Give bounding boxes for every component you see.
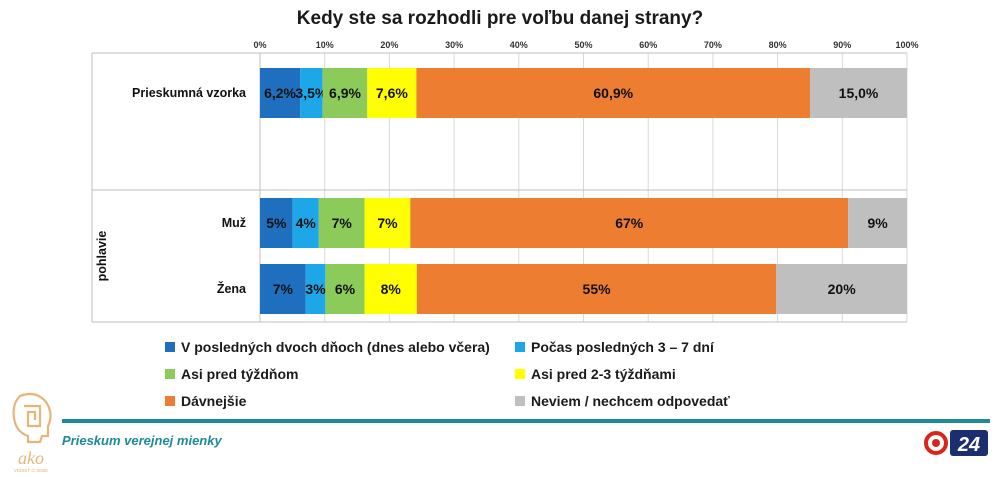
row-labels: pohlavie Prieskumná vzorka Muž Žena: [95, 86, 247, 296]
data-label: 4%: [296, 215, 317, 231]
category-label: Prieskumná vzorka: [132, 86, 247, 100]
legend-swatch: [165, 369, 175, 379]
bars: 6,2% 3,5% 6,9% 7,6% 60,9% 15,0% 5% 4% 7% 7% 67% 9% 7…: [260, 68, 907, 314]
legend-label: Neviem / nechcem odpovedať: [531, 393, 730, 409]
x-tick-label: 70%: [704, 40, 722, 50]
legend-item: Dávnejšie: [165, 393, 246, 409]
bar-segment: [416, 264, 777, 314]
data-label: 6,2%: [264, 85, 296, 101]
x-axis-ticks: 0% 10% 20% 30% 40% 50% 60% 70% 80% 90% 100%: [253, 40, 918, 50]
data-label: 6,9%: [329, 85, 361, 101]
category-label: Žena: [217, 281, 247, 296]
tv-logo-text: 24: [957, 434, 980, 456]
bar-segment: [416, 68, 811, 118]
legend-label: V posledných dvoch dňoch (dnes alebo vče…: [181, 339, 490, 355]
data-label: 7%: [273, 281, 294, 297]
data-label: 5%: [266, 215, 287, 231]
footer-survey-text: Prieskum verejnej mienky: [62, 433, 222, 448]
bar-segment: [810, 68, 907, 118]
group-label-pohlavie: pohlavie: [95, 231, 109, 282]
bar-segment: [260, 264, 306, 314]
x-tick-label: 60%: [639, 40, 657, 50]
data-label: 7%: [332, 215, 353, 231]
data-label: 20%: [828, 281, 857, 297]
category-label: Muž: [222, 216, 246, 230]
legend-swatch: [515, 342, 525, 352]
x-tick-label: 90%: [833, 40, 851, 50]
data-label: 55%: [583, 281, 612, 297]
data-label: 6%: [335, 281, 356, 297]
legend-swatch: [515, 369, 525, 379]
x-tick-label: 40%: [510, 40, 528, 50]
bar-segment: [776, 264, 907, 314]
bar-segment: [318, 198, 365, 248]
legend-label: Asi pred týždňom: [181, 366, 299, 382]
data-label: 3%: [305, 281, 326, 297]
legend-item: Neviem / nechcem odpovedať: [515, 393, 730, 409]
legend-label: Dávnejšie: [181, 393, 247, 409]
data-label: 60,9%: [593, 85, 633, 101]
ako-logo-tagline: VEDIEŤ O SEBE: [14, 466, 48, 473]
legend-label: Asi pred 2-3 týždňami: [531, 366, 676, 382]
x-tick-label: 30%: [445, 40, 463, 50]
ako-logo-text: ako: [18, 448, 44, 468]
legend-swatch: [165, 342, 175, 352]
x-tick-label: 100%: [895, 40, 918, 50]
legend-item: Asi pred 2-3 týždňami: [515, 366, 676, 382]
ako-logo-icon: ako VEDIEŤ O SEBE: [12, 392, 52, 473]
x-tick-label: 80%: [769, 40, 787, 50]
legend-swatch: [165, 396, 175, 406]
bar-segment: [305, 264, 326, 314]
legend-label: Počas posledných 3 – 7 dní: [531, 339, 714, 355]
legend-item: Počas posledných 3 – 7 dní: [515, 339, 714, 355]
data-label: 9%: [867, 215, 888, 231]
data-label: 67%: [615, 215, 644, 231]
bar-segment: [367, 68, 417, 118]
chart-title: Kedy ste sa rozhodli pre voľbu danej str…: [296, 8, 704, 29]
footer-divider: [62, 419, 990, 423]
bar-segment: [410, 198, 849, 248]
bar-segment: [364, 198, 411, 248]
data-label: 15,0%: [839, 85, 879, 101]
bar-segment: [260, 198, 293, 248]
data-label: 7%: [377, 215, 398, 231]
bar-segment: [292, 198, 319, 248]
bar-segment: [325, 264, 365, 314]
data-label: 8%: [381, 281, 402, 297]
x-tick-label: 20%: [380, 40, 398, 50]
legend-item: Asi pred týždňom: [165, 366, 298, 382]
bar-segment: [300, 68, 323, 118]
x-tick-label: 10%: [316, 40, 334, 50]
bar-segment: [848, 198, 907, 248]
bar-segment: [322, 68, 368, 118]
bar-segment: [260, 68, 301, 118]
legend-swatch: [515, 396, 525, 406]
x-tick-label: 0%: [253, 40, 266, 50]
data-label: 3,5%: [295, 85, 327, 101]
tv-channel-logo-icon: 24: [924, 430, 988, 456]
bar-segment: [364, 264, 417, 314]
data-label: 7,6%: [376, 85, 408, 101]
legend-item: V posledných dvoch dňoch (dnes alebo vče…: [165, 339, 490, 355]
x-tick-label: 50%: [574, 40, 592, 50]
